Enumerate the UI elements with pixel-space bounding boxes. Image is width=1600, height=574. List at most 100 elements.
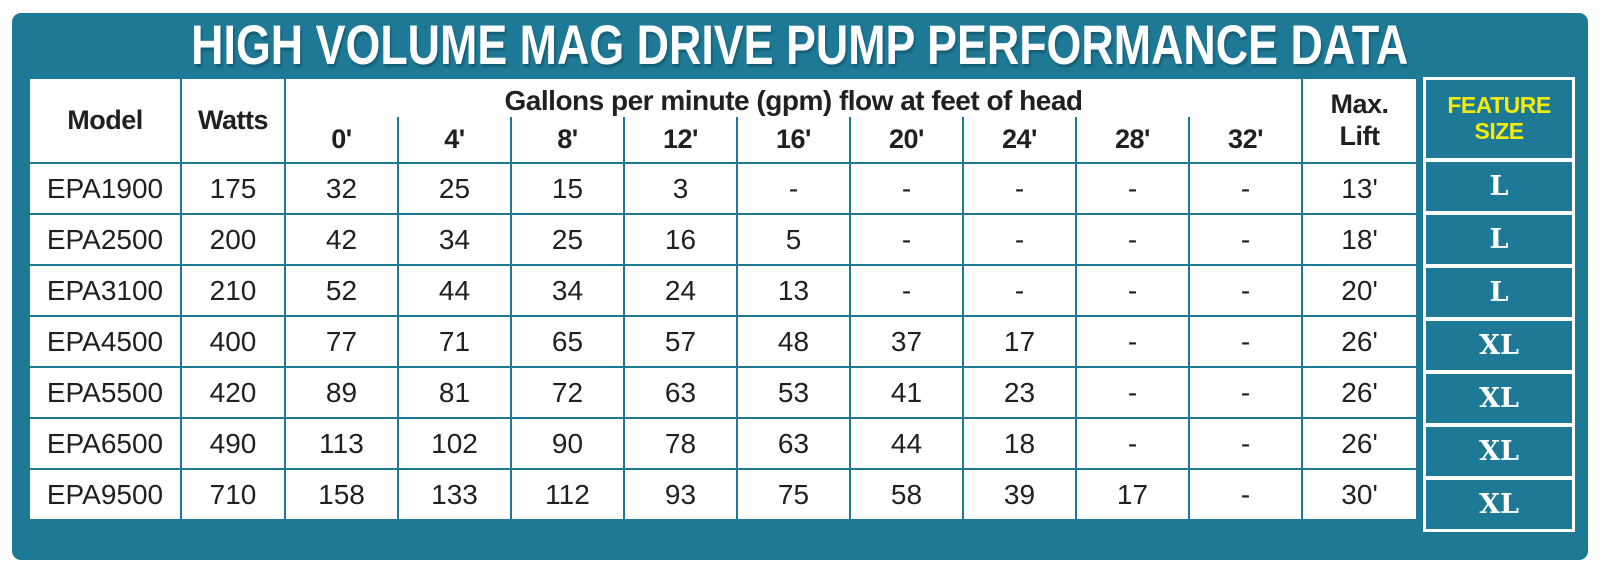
flow-cell: 63 xyxy=(736,417,851,470)
flow-cell: - xyxy=(1075,213,1190,266)
flow-cell: 57 xyxy=(623,315,738,368)
flow-cell: 90 xyxy=(510,417,625,470)
feature-size-badge: XL xyxy=(1426,480,1573,529)
flow-cell: 17 xyxy=(1075,468,1190,521)
feature-size-header-line1: FEATURE xyxy=(1447,92,1551,119)
model-cell: EPA1900 xyxy=(28,162,182,215)
max-lift-header-line1: Max. xyxy=(1330,89,1390,120)
flow-cell: 77 xyxy=(284,315,399,368)
watts-cell: 175 xyxy=(180,162,286,215)
flow-cell: 42 xyxy=(284,213,399,266)
flow-cell: - xyxy=(1075,264,1190,317)
flow-cell: 5 xyxy=(736,213,851,266)
flow-cell: - xyxy=(1075,315,1190,368)
feature-size-badge: L xyxy=(1426,215,1573,264)
feature-column: FEATURE SIZE L L L XL XL XL XL xyxy=(1423,77,1576,532)
flow-header-16ft: 16' xyxy=(736,117,851,164)
flow-cell: 37 xyxy=(849,315,964,368)
flow-cell: 41 xyxy=(849,366,964,419)
flow-cell: 15 xyxy=(510,162,625,215)
flow-cell: 112 xyxy=(510,468,625,521)
flow-cell: 18 xyxy=(962,417,1077,470)
flow-cell: 44 xyxy=(849,417,964,470)
flow-cell: 133 xyxy=(397,468,512,521)
model-cell: EPA2500 xyxy=(28,213,182,266)
flow-cell: 65 xyxy=(510,315,625,368)
flow-cell: 17 xyxy=(962,315,1077,368)
flow-cell: - xyxy=(1187,468,1304,521)
flow-cell: 58 xyxy=(849,468,964,521)
flow-cell: - xyxy=(1187,366,1304,419)
flow-cell: - xyxy=(962,213,1077,266)
flow-cell: - xyxy=(849,162,964,215)
flow-cell: - xyxy=(736,162,851,215)
flow-cell: 44 xyxy=(397,264,512,317)
flow-cell: - xyxy=(1187,264,1304,317)
performance-table: Model Watts Gallons per minute (gpm) flo… xyxy=(28,77,1419,521)
flow-header-20ft: 20' xyxy=(849,117,964,164)
flow-cell: 102 xyxy=(397,417,512,470)
model-cell: EPA3100 xyxy=(28,264,182,317)
model-cell: EPA5500 xyxy=(28,366,182,419)
flow-cell: 93 xyxy=(623,468,738,521)
max-lift-cell: 26' xyxy=(1301,417,1419,470)
flow-cell: - xyxy=(849,264,964,317)
table-header: Model Watts Gallons per minute (gpm) flo… xyxy=(28,77,1419,164)
model-cell: EPA6500 xyxy=(28,417,182,470)
flow-cell: 78 xyxy=(623,417,738,470)
max-lift-cell: 26' xyxy=(1301,315,1419,368)
flow-header-32ft: 32' xyxy=(1187,117,1304,164)
flow-cell: - xyxy=(1187,417,1304,470)
model-cell: EPA9500 xyxy=(28,468,182,521)
max-lift-cell: 13' xyxy=(1301,162,1419,215)
flow-cell: 25 xyxy=(510,213,625,266)
flow-cell: 63 xyxy=(623,366,738,419)
feature-size-badge: XL xyxy=(1426,321,1573,370)
flow-cell: 16 xyxy=(623,213,738,266)
flow-cell: 48 xyxy=(736,315,851,368)
flow-cell: 53 xyxy=(736,366,851,419)
max-lift-column-header: Max. Lift xyxy=(1301,77,1419,164)
flow-cell: - xyxy=(849,213,964,266)
feature-size-badge: L xyxy=(1426,268,1573,317)
table-row: EPA3100 210 52 44 34 24 13- - - -20' xyxy=(28,264,1419,317)
model-cell: EPA4500 xyxy=(28,315,182,368)
table-body: EPA1900 175 32 25 15 3- - - - -13' EPA2500 200 42 34 2… xyxy=(28,162,1419,521)
flow-cell: 158 xyxy=(284,468,399,521)
max-lift-cell: 20' xyxy=(1301,264,1419,317)
watts-cell: 490 xyxy=(180,417,286,470)
flow-cell: - xyxy=(1187,213,1304,266)
flow-header-0ft: 0' xyxy=(284,117,399,164)
max-lift-header-line2: Lift xyxy=(1339,120,1380,151)
flow-cell: 13 xyxy=(736,264,851,317)
card-content: Model Watts Gallons per minute (gpm) flo… xyxy=(12,77,1588,532)
flow-header-12ft: 12' xyxy=(623,117,738,164)
feature-size-header-line2: SIZE xyxy=(1474,118,1524,144)
gpm-group-header: Gallons per minute (gpm) flow at feet of… xyxy=(283,77,1304,117)
max-lift-cell: 26' xyxy=(1301,366,1419,419)
model-column-header: Model xyxy=(28,77,182,164)
flow-header-24ft: 24' xyxy=(962,117,1077,164)
table-row: EPA1900 175 32 25 15 3- - - - -13' xyxy=(28,162,1419,215)
flow-cell: 89 xyxy=(284,366,399,419)
table-row: EPA9500 710 158 133 112 93 75 58 39 17-30' xyxy=(28,468,1419,521)
flow-cell: 81 xyxy=(397,366,512,419)
watts-cell: 210 xyxy=(180,264,286,317)
watts-cell: 420 xyxy=(180,366,286,419)
flow-cell: - xyxy=(1075,366,1190,419)
flow-cell: 23 xyxy=(962,366,1077,419)
watts-cell: 710 xyxy=(180,468,286,521)
watts-column-header: Watts xyxy=(180,77,286,164)
flow-cell: 39 xyxy=(962,468,1077,521)
flow-cell: 52 xyxy=(284,264,399,317)
table-row: EPA5500 420 89 81 72 63 53 41 23- -26' xyxy=(28,366,1419,419)
feature-size-header: FEATURE SIZE xyxy=(1426,80,1573,158)
flow-cell: 75 xyxy=(736,468,851,521)
max-lift-cell: 18' xyxy=(1301,213,1419,266)
header-row-flows: 0' 4' 8' 12' 16' 20' 24' 28' 32' xyxy=(29,117,1417,164)
flow-cell: 24 xyxy=(623,264,738,317)
watts-cell: 400 xyxy=(180,315,286,368)
title-band: HIGH VOLUME MAG DRIVE PUMP PERFORMANCE D… xyxy=(12,13,1588,77)
header-row-top: Model Watts Gallons per minute (gpm) flo… xyxy=(28,77,1419,164)
flow-header-8ft: 8' xyxy=(510,117,625,164)
